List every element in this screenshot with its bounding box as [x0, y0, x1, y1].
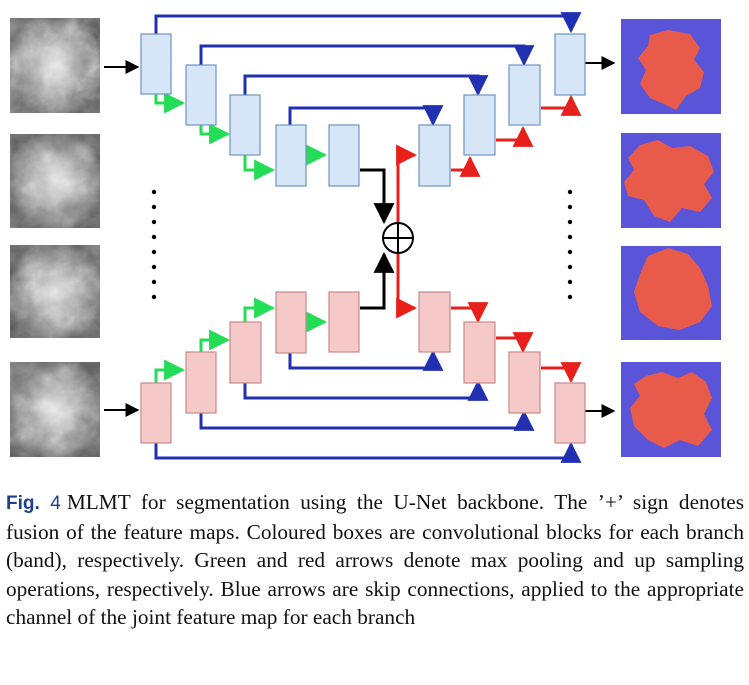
input-image-4 [10, 362, 100, 457]
conv-block-bottom-enc-3 [229, 321, 262, 384]
skip-connections-top [154, 12, 582, 127]
conv-block-top-enc-3 [229, 94, 261, 156]
conv-block-top-enc-4 [275, 124, 307, 187]
conv-block-bottom-dec-4 [554, 382, 586, 444]
input-image-2 [10, 134, 100, 228]
conv-block-bottom-enc-2 [185, 351, 217, 414]
input-image-3 [10, 245, 100, 338]
bottleneck-arrows [360, 168, 395, 310]
input-image-1 [10, 18, 100, 113]
mlmt-unet-diagram [10, 12, 721, 463]
conv-block-top-bottleneck [328, 124, 360, 187]
encoder-blocks-top [140, 33, 360, 187]
conv-block-top-dec-4 [554, 33, 586, 96]
output-mask-4 [621, 362, 721, 457]
conv-block-top-enc-2 [185, 64, 217, 126]
encoder-blocks-bottom [140, 291, 360, 444]
output-mask-2 [621, 133, 721, 228]
ellipsis-right [567, 189, 573, 300]
conv-block-top-dec-3 [508, 64, 541, 126]
ellipsis-left [151, 189, 157, 300]
fusion-node [382, 222, 414, 254]
conv-block-bottom-enc-4 [275, 291, 307, 354]
output-mask-1 [621, 19, 721, 114]
io-arrows [104, 56, 616, 418]
conv-block-top-dec-2 [463, 94, 496, 156]
maxpool-arrows-bottom [154, 297, 328, 383]
conv-block-bottom-dec-1 [418, 291, 451, 353]
decoder-blocks-bottom [418, 291, 586, 444]
decoder-blocks-top [418, 33, 586, 187]
figure-caption: Fig. 4 MLMT for segmentation using the U-… [6, 488, 744, 631]
upsample-arrows-bottom [396, 240, 582, 384]
output-mask-3 [621, 246, 721, 340]
figure-label: Fig. 4 [6, 493, 61, 514]
maxpool-arrows-top [154, 92, 328, 181]
upsample-arrows-top [396, 94, 582, 238]
conv-block-bottom-dec-3 [508, 351, 541, 414]
caption-text: MLMT for segmentation using the U-Net ba… [6, 490, 744, 629]
conv-block-top-enc-1 [140, 33, 172, 95]
skip-connections-bottom [154, 349, 582, 463]
conv-block-bottom-bottleneck [328, 291, 360, 353]
conv-block-bottom-enc-1 [140, 382, 172, 444]
conv-block-bottom-dec-2 [463, 321, 496, 384]
conv-block-top-dec-1 [418, 124, 451, 187]
